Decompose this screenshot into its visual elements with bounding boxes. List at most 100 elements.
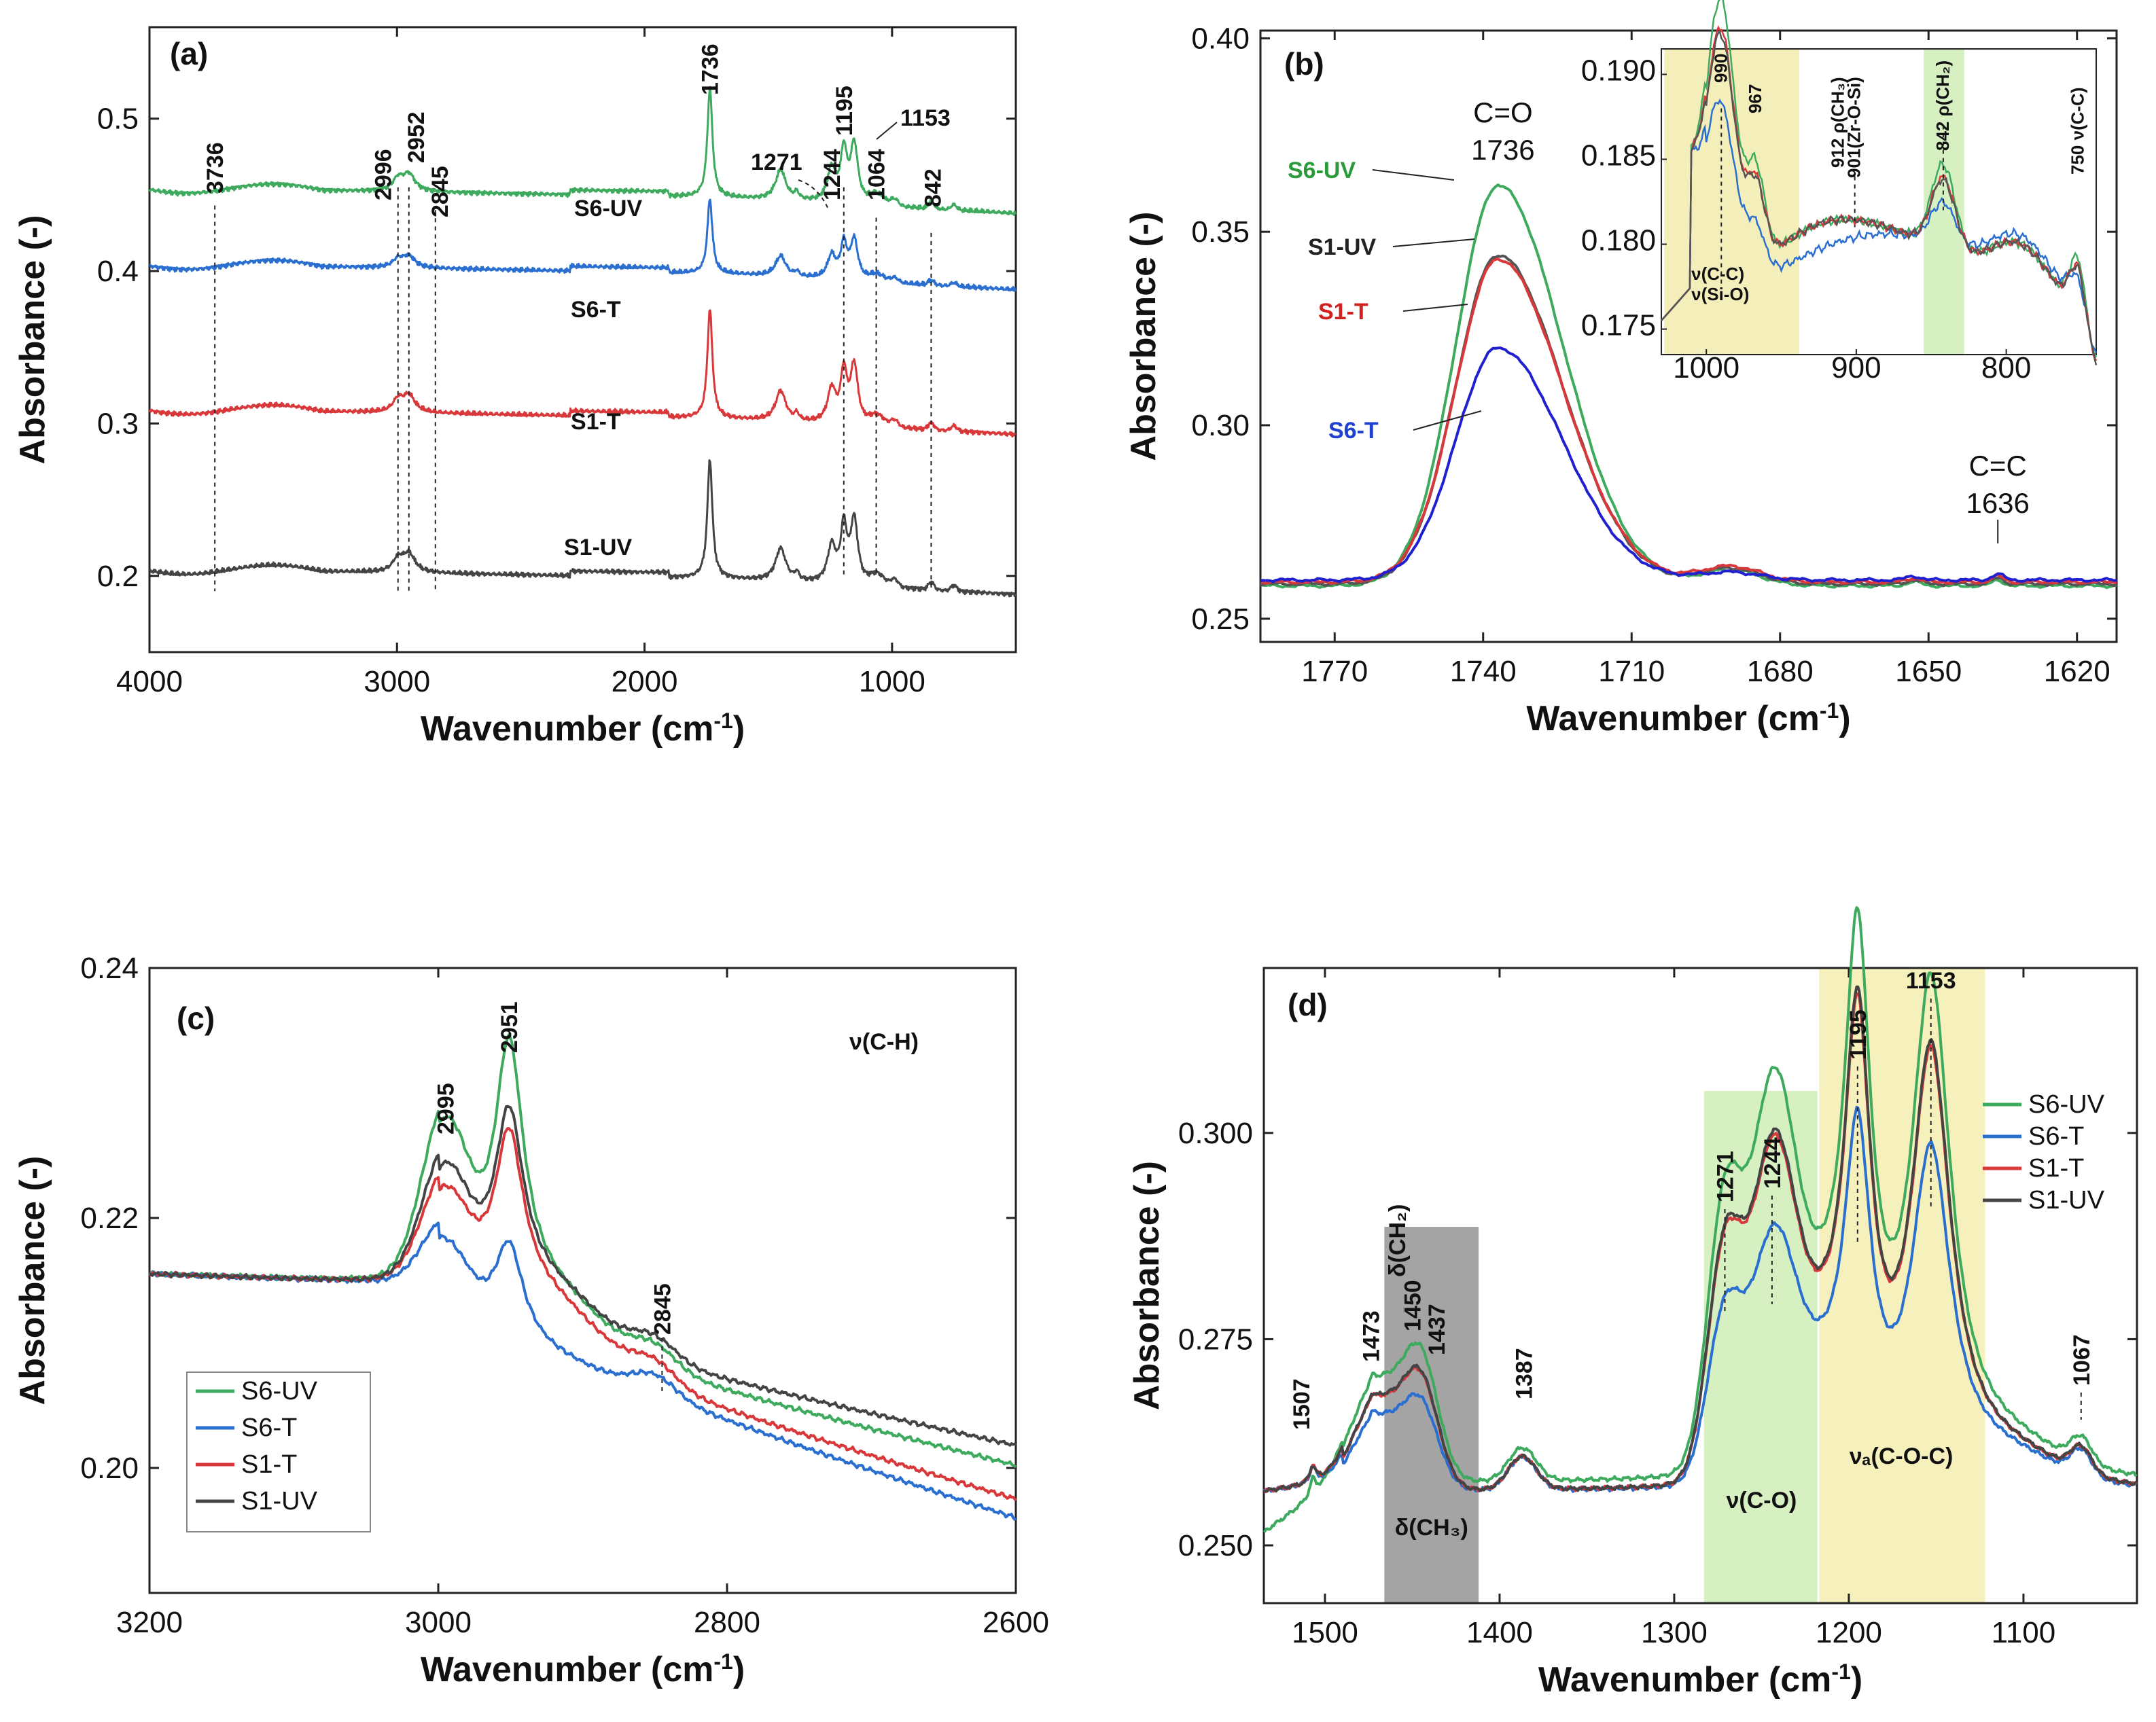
annotation-1195: 1195 bbox=[1845, 1009, 1871, 1060]
x-tick-label: 1500 bbox=[1292, 1616, 1358, 1649]
inset-annotation-750: 750 ν(C-C) bbox=[2068, 87, 2088, 175]
x-axis-label-sup: -1 bbox=[1831, 1660, 1850, 1684]
x-axis-label-sup: -1 bbox=[713, 708, 732, 733]
legend: S6-UV S6-T S1-T S1-UV bbox=[186, 1371, 371, 1532]
annotation-1736: 1736 bbox=[1471, 134, 1534, 166]
annotation-c-o: C=O bbox=[1473, 96, 1533, 128]
x-tick-label: 1710 bbox=[1598, 655, 1665, 688]
annotation-2996: 2996 bbox=[371, 149, 397, 200]
x-tick-label: 1650 bbox=[1895, 655, 1962, 688]
series-line-S1-UV bbox=[1262, 985, 2138, 1494]
annotation-1636: 1636 bbox=[1966, 487, 2029, 519]
x-tick-label: 3000 bbox=[364, 665, 430, 698]
y-axis-label: Absorbance (-) bbox=[13, 215, 52, 465]
y-tick-label: 0.24 bbox=[80, 952, 139, 985]
annotation-1507: 1507 bbox=[1289, 1378, 1315, 1430]
inset-annotation-842: 842 ρ(CH₂) bbox=[1932, 60, 1953, 151]
legend-label-S6-T: S6-T bbox=[2028, 1122, 2084, 1151]
series-label-S1-UV: S1-UV bbox=[1308, 234, 1376, 260]
series-label-S6-T: S6-T bbox=[571, 297, 621, 323]
x-axis-label: Wavenumber (cm-1) bbox=[1538, 1660, 1862, 1700]
y-tick-label: 0.40 bbox=[1191, 22, 1250, 55]
plot-frame bbox=[148, 26, 1017, 653]
series-label-S1-T: S1-T bbox=[1318, 299, 1368, 325]
series-label-S6-T: S6-T bbox=[1328, 418, 1379, 444]
legend-label-S6-UV: S6-UV bbox=[241, 1377, 318, 1405]
annotation-d-ch3: δ(CH₃) bbox=[1395, 1515, 1468, 1541]
x-axis-label: Wavenumber (cm-1) bbox=[421, 708, 745, 749]
legend-label-S1-UV: S1-UV bbox=[2028, 1186, 2105, 1215]
x-tick-label: 1740 bbox=[1450, 655, 1517, 688]
y-tick-label: 0.35 bbox=[1191, 215, 1250, 249]
band-coc bbox=[1819, 968, 1985, 1603]
series-line-S1-UV bbox=[148, 459, 1017, 598]
plot-frame bbox=[148, 967, 1017, 1594]
x-axis-label-sup: -1 bbox=[1820, 698, 1839, 723]
annotation-v-ch: ν(C-H) bbox=[849, 1029, 919, 1055]
annotation-v-co: ν(C-O) bbox=[1727, 1488, 1797, 1513]
y-tick-label: 0.2 bbox=[97, 560, 139, 593]
inset-y-tick-label: 0.190 bbox=[1581, 54, 1656, 88]
series-leader-S1-UV bbox=[1392, 238, 1475, 247]
series-label-S1-T: S1-T bbox=[571, 409, 621, 435]
x-tick-label: 1100 bbox=[1992, 1616, 2056, 1649]
y-axis-label: Absorbance (-) bbox=[1127, 1161, 1167, 1410]
inset-frame bbox=[1661, 48, 2097, 355]
inset-annotation-vsio: ν(Si-O) bbox=[1691, 284, 1749, 304]
inset-x-tick-label: 800 bbox=[1981, 351, 2031, 384]
annotation-1244: 1244 bbox=[819, 149, 845, 200]
x-axis-label: Wavenumber (cm-1) bbox=[421, 1649, 745, 1689]
series-line-S1-T bbox=[1260, 257, 2117, 586]
annotation-2995: 2995 bbox=[434, 1083, 459, 1134]
x-tick-label: 2800 bbox=[694, 1606, 760, 1639]
x-tick-label: 1300 bbox=[1641, 1616, 1708, 1649]
panel-c-label: (c) bbox=[177, 1001, 215, 1036]
series-line-S1-T bbox=[149, 1127, 1017, 1502]
y-tick-label: 0.250 bbox=[1178, 1529, 1253, 1562]
annotation-1195: 1195 bbox=[832, 86, 858, 136]
legend-frame bbox=[186, 1371, 371, 1532]
panel-a: (a) 4000 3000 2000 1000 0.2 0.3 0.4 0.5 Wavenumb… bbox=[13, 26, 1017, 749]
x-tick-label: 2000 bbox=[612, 665, 678, 698]
series-line-S6-UV bbox=[1260, 183, 2117, 590]
plot-frame bbox=[1262, 967, 2138, 1604]
annotation-1153: 1153 bbox=[1906, 968, 1956, 994]
series-line-S1-T bbox=[148, 309, 1017, 438]
legend-label-S6-UV: S6-UV bbox=[2028, 1090, 2105, 1119]
inset-annotation-vcc: ν(C-C) bbox=[1691, 264, 1744, 284]
panel-a-label: (a) bbox=[170, 36, 208, 71]
x-tick-label: 1000 bbox=[859, 665, 925, 698]
inset-series-line bbox=[1661, 30, 2098, 365]
series-line-S6-T bbox=[1262, 1105, 2138, 1493]
x-tick-label: 4000 bbox=[116, 665, 183, 698]
series-leader-S6-UV bbox=[1372, 169, 1455, 181]
panel-b: (b) 1770 1740 1710 1680 1650 1620 0.25 0.30 0.35… bbox=[1124, 0, 2118, 738]
series-line-S6-UV bbox=[148, 86, 1017, 216]
annotation-1387: 1387 bbox=[1511, 1348, 1537, 1399]
inset-x-tick-label: 900 bbox=[1831, 351, 1881, 384]
series-line-S6-T bbox=[1260, 346, 2117, 584]
y-tick-label: 0.3 bbox=[97, 407, 139, 440]
inset-x-tick-label: 1000 bbox=[1673, 351, 1739, 384]
x-tick-label: 1770 bbox=[1301, 655, 1368, 688]
annotation-1064: 1064 bbox=[864, 149, 890, 200]
inset-annotation-990: 990 bbox=[1710, 54, 1731, 83]
series-label-S1-UV: S1-UV bbox=[564, 535, 632, 560]
annotation-842: 842 bbox=[920, 168, 946, 207]
inset-annotation-912: 912 ρ(CH₃) bbox=[1827, 77, 1848, 168]
legend-label-S1-T: S1-T bbox=[2028, 1154, 2084, 1183]
y-tick-label: 0.5 bbox=[97, 103, 139, 136]
y-tick-label: 0.22 bbox=[80, 1202, 139, 1235]
x-tick-label: 1400 bbox=[1466, 1616, 1533, 1649]
y-tick-label: 0.20 bbox=[80, 1452, 139, 1485]
x-axis-label-end: ) bbox=[1839, 699, 1850, 738]
annotation-d-ch2: δ(CH₂) bbox=[1385, 1204, 1411, 1277]
x-tick-label: 1620 bbox=[2044, 655, 2110, 688]
y-tick-label: 0.30 bbox=[1191, 409, 1250, 442]
series-leader-S6-T bbox=[1413, 410, 1482, 431]
x-axis-label-end: ) bbox=[733, 1650, 745, 1689]
inset-y-tick-label: 0.185 bbox=[1581, 139, 1656, 173]
x-tick-label: 1200 bbox=[1816, 1616, 1882, 1649]
x-tick-label: 1680 bbox=[1747, 655, 1814, 688]
legend-label-S1-UV: S1-UV bbox=[241, 1487, 318, 1515]
